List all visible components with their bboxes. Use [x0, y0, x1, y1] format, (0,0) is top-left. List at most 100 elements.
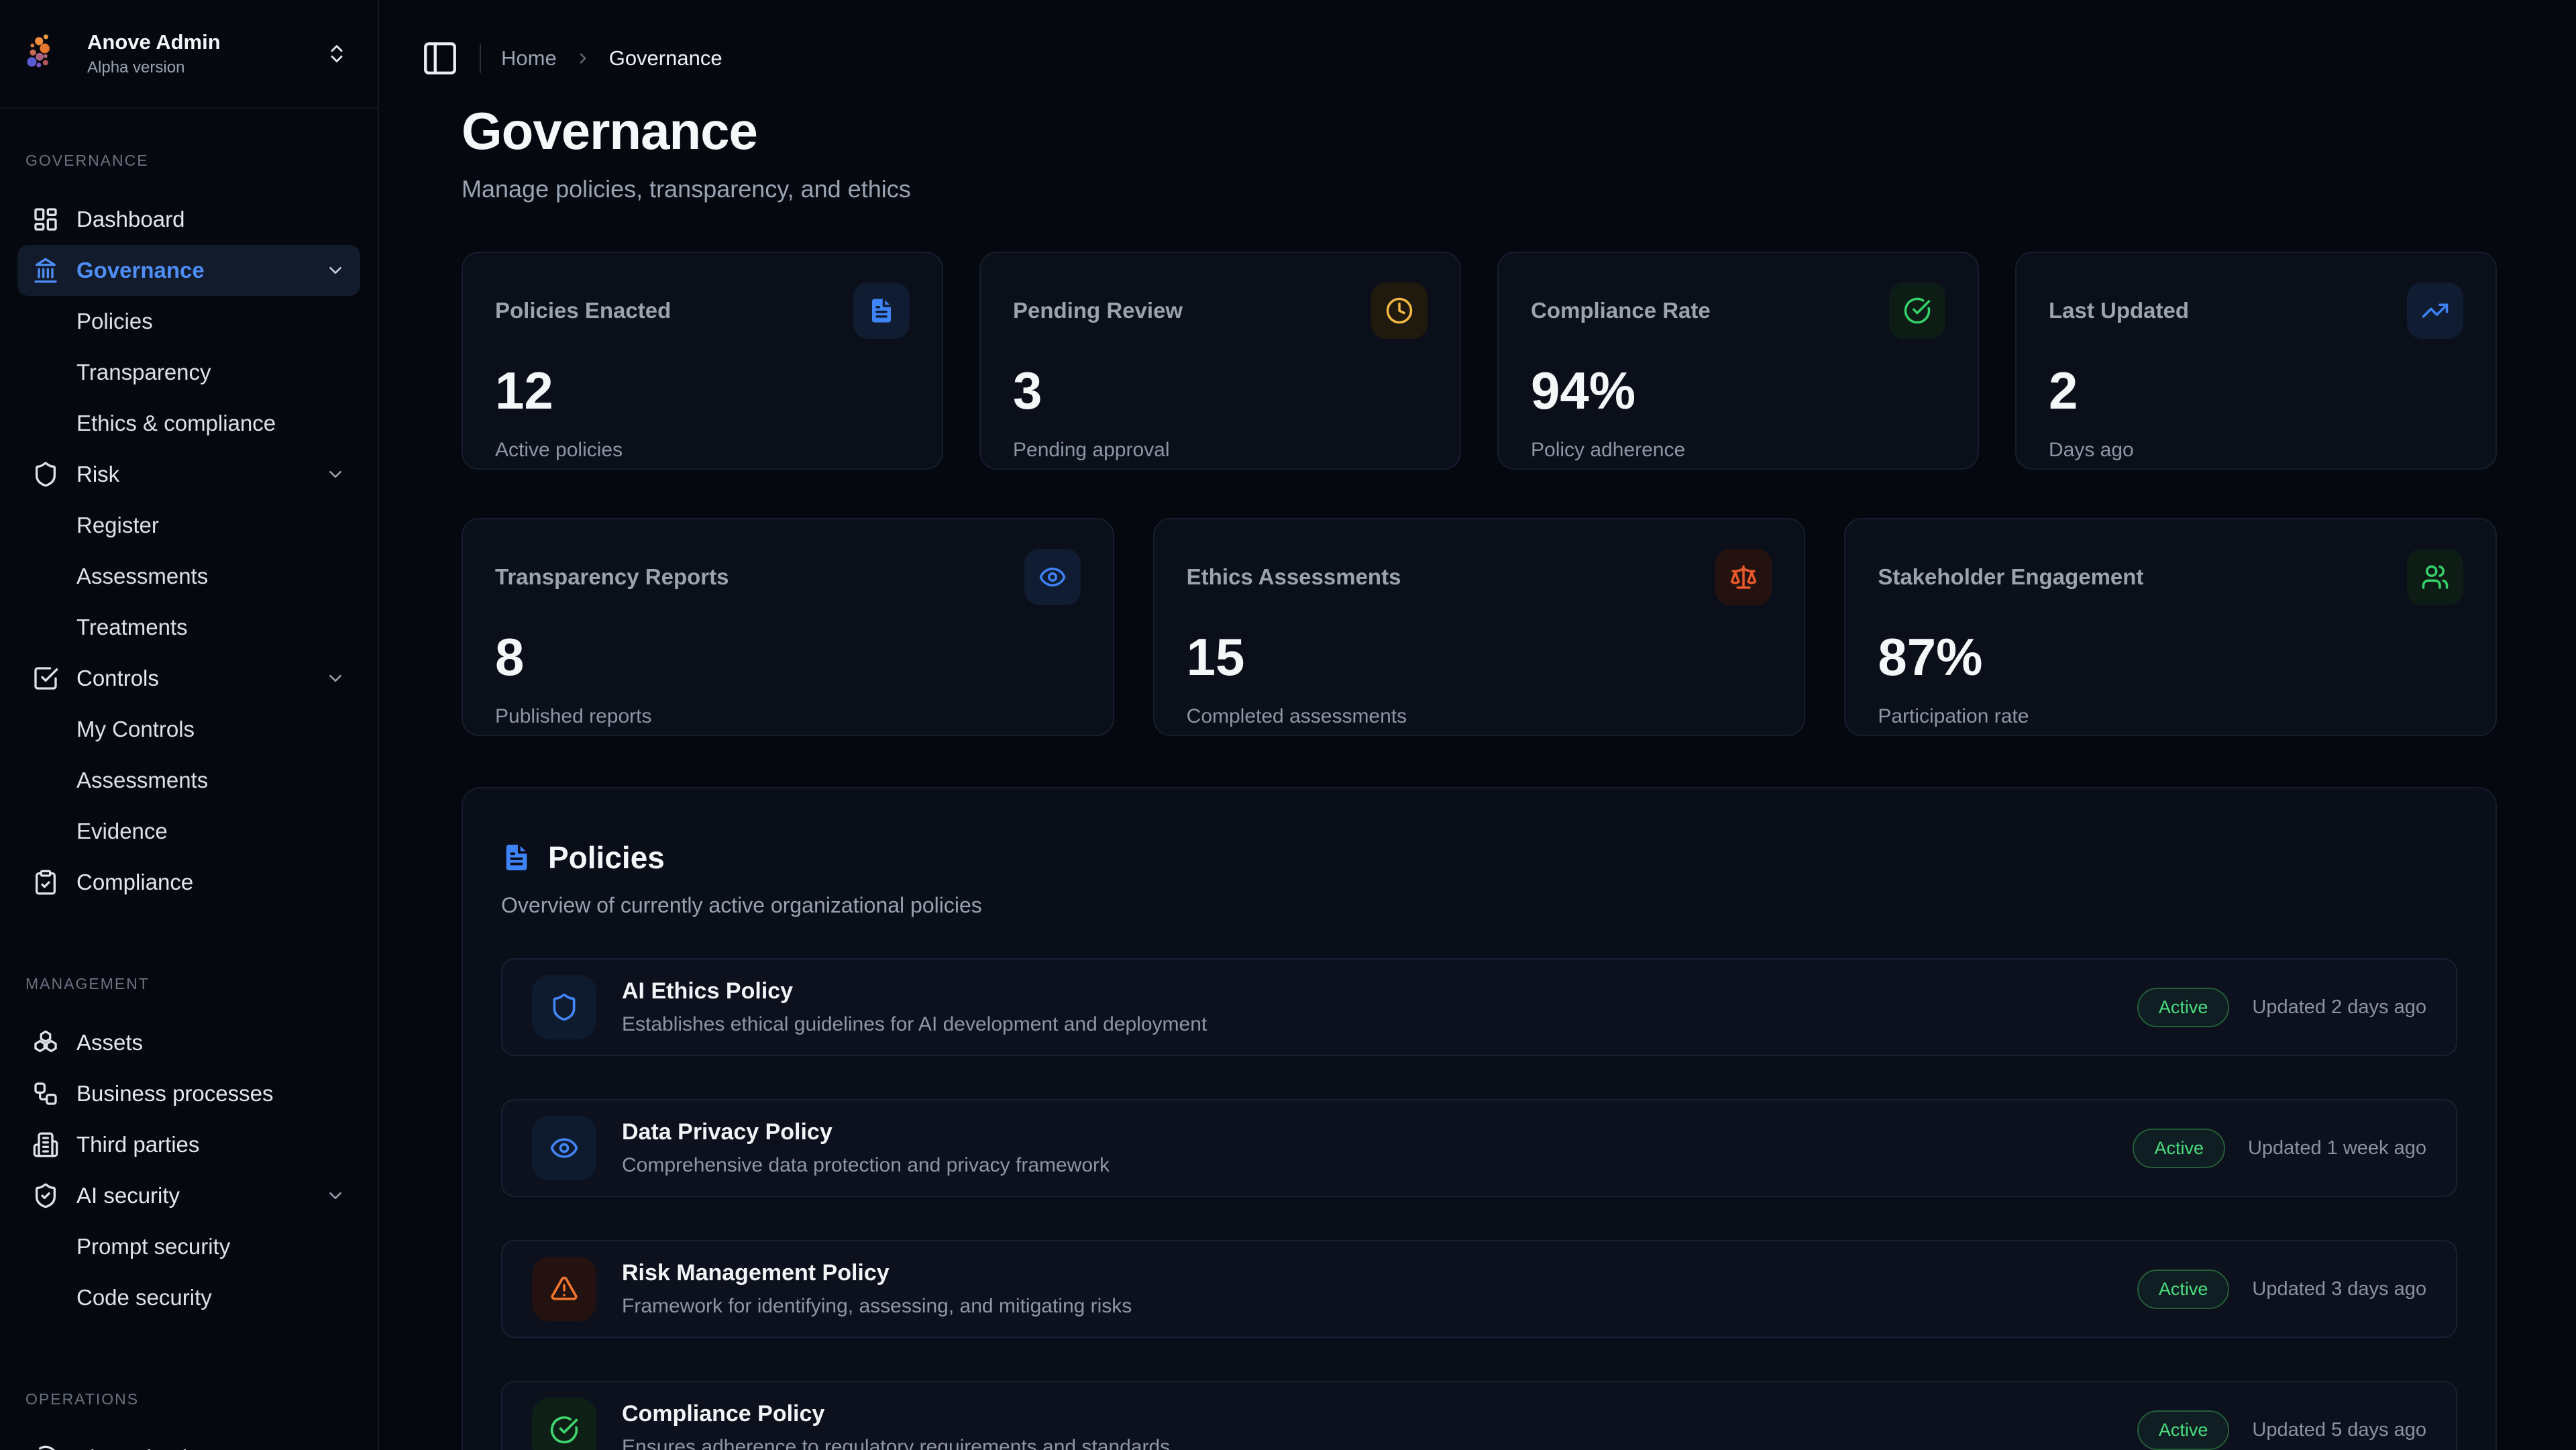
brand-title: Anove Admin — [87, 30, 221, 54]
stat-title: Compliance Rate — [1531, 298, 1711, 323]
sidebar-item-prompt-security[interactable]: Prompt security — [17, 1221, 360, 1272]
sidebar-item-third-parties[interactable]: Third parties — [17, 1119, 360, 1170]
sidebar: Anove Admin Alpha version GOVERNANCE Das… — [0, 0, 379, 1450]
stat-caption: Active policies — [495, 439, 623, 461]
main-content: Home Governance Governance Manage polici… — [379, 0, 2576, 1450]
policy-row-risk-management[interactable]: Risk Management Policy Framework for ide… — [501, 1240, 2457, 1338]
sidebar-item-ethics-compliance[interactable]: Ethics & compliance — [17, 398, 360, 449]
breadcrumb-home-link[interactable]: Home — [501, 46, 557, 70]
sidebar-item-dashboard[interactable]: Dashboard — [17, 194, 360, 245]
page-title: Governance — [462, 101, 758, 160]
sidebar-subitem-label: Assessments — [76, 767, 209, 792]
sidebar-item-assets[interactable]: Assets — [17, 1017, 360, 1068]
stat-title: Pending Review — [1013, 298, 1183, 323]
stat-card-compliance-rate: Compliance Rate 94% Policy adherence — [1497, 252, 1979, 470]
status-badge: Active — [2137, 1269, 2230, 1309]
eye-icon — [1024, 549, 1081, 605]
chevrons-up-down-icon — [325, 42, 348, 65]
sidebar-item-risk-assessments[interactable]: Assessments — [17, 551, 360, 602]
sidebar-item-label: AI security — [76, 1182, 180, 1208]
sidebar-item-register[interactable]: Register — [17, 500, 360, 551]
scale-icon — [1715, 549, 1772, 605]
page-body: Governance Manage policies, transparency… — [379, 78, 2576, 1450]
stat-card-last-updated: Last Updated 2 Days ago — [2015, 252, 2497, 470]
dashboard-grid-icon — [32, 206, 59, 233]
policy-name: Compliance Policy — [622, 1401, 825, 1427]
policy-updated: Updated 5 days ago — [2252, 1418, 2426, 1441]
stat-title: Policies Enacted — [495, 298, 672, 323]
sidebar-item-evidence[interactable]: Evidence — [17, 806, 360, 857]
breadcrumb: Home Governance — [501, 46, 722, 70]
brand-subtitle: Alpha version — [87, 58, 185, 76]
sidebar-item-risk[interactable]: Risk — [17, 449, 360, 500]
policy-description: Establishes ethical guidelines for AI de… — [622, 1013, 1208, 1035]
sidebar-item-code-security[interactable]: Code security — [17, 1272, 360, 1323]
topbar: Home Governance — [379, 0, 2576, 78]
trending-up-icon — [2407, 282, 2463, 339]
section-label-management: MANAGEMENT — [25, 974, 150, 992]
square-check-icon — [32, 665, 59, 692]
sidebar-subitem-label: Prompt security — [76, 1233, 231, 1259]
sidebar-item-label: Controls — [76, 665, 159, 690]
policies-panel: Policies Overview of currently active or… — [462, 787, 2497, 1450]
sidebar-item-label: Dashboard — [76, 206, 185, 231]
sidebar-item-transparency[interactable]: Transparency — [17, 347, 360, 398]
page-subtitle: Manage policies, transparency, and ethic… — [462, 175, 911, 203]
metric-card-stakeholder-engagement: Stakeholder Engagement 87% Participation… — [1844, 518, 2497, 736]
breadcrumb-current: Governance — [608, 46, 722, 70]
chevron-down-icon — [325, 668, 345, 688]
sidebar-item-label: Third parties — [76, 1131, 200, 1157]
sidebar-item-governance[interactable]: Governance — [17, 244, 360, 296]
policy-description: Comprehensive data protection and privac… — [622, 1154, 1110, 1176]
sidebar-item-business-processes[interactable]: Business processes — [17, 1068, 360, 1119]
sidebar-item-controls-assessments[interactable]: Assessments — [17, 755, 360, 806]
policy-name: AI Ethics Policy — [622, 978, 794, 1004]
policy-row-data-privacy[interactable]: Data Privacy Policy Comprehensive data p… — [501, 1099, 2457, 1197]
stat-value: 3 — [1013, 361, 1042, 420]
chevron-down-icon — [325, 464, 345, 484]
workflow-icon — [32, 1080, 59, 1107]
section-label-governance: GOVERNANCE — [25, 151, 149, 169]
sidebar-subitem-label: Transparency — [76, 359, 211, 384]
sidebar-subitem-label: My Controls — [76, 716, 195, 741]
workspace-switcher[interactable]: Anove Admin Alpha version — [0, 0, 378, 109]
sidebar-item-label: Compliance — [76, 869, 194, 894]
sidebar-item-policies[interactable]: Policies — [17, 296, 360, 347]
landmark-icon — [32, 257, 59, 284]
metric-caption: Completed assessments — [1186, 705, 1407, 727]
sidebar-item-compliance[interactable]: Compliance — [17, 857, 360, 908]
metric-card-transparency-reports: Transparency Reports 8 Published reports — [462, 518, 1114, 736]
metric-caption: Published reports — [495, 705, 652, 727]
stat-caption: Days ago — [2049, 439, 2134, 461]
section-label-operations: OPERATIONS — [25, 1390, 140, 1408]
sidebar-toggle-button[interactable] — [421, 39, 460, 78]
metric-caption: Participation rate — [1878, 705, 2029, 727]
policy-row-compliance[interactable]: Compliance Policy Ensures adherence to r… — [501, 1381, 2457, 1450]
file-text-icon — [853, 282, 910, 339]
stat-value: 2 — [2049, 361, 2078, 420]
sidebar-item-threat-intel[interactable]: Threat intel — [17, 1433, 360, 1450]
sidebar-item-my-controls[interactable]: My Controls — [17, 704, 360, 755]
sidebar-item-label: Assets — [76, 1029, 144, 1055]
sidebar-subitem-label: Assessments — [76, 563, 209, 588]
anove-logo-icon — [27, 34, 50, 68]
metric-value: 87% — [1878, 627, 1983, 686]
policy-row-ai-ethics[interactable]: AI Ethics Policy Establishes ethical gui… — [501, 958, 2457, 1056]
circle-check-icon — [532, 1398, 596, 1450]
sidebar-subitem-label: Code security — [76, 1284, 212, 1310]
sidebar-item-controls[interactable]: Controls — [17, 653, 360, 704]
shield-check-icon — [32, 1182, 59, 1209]
stat-value: 12 — [495, 361, 553, 420]
building-icon — [32, 1131, 59, 1158]
circle-check-icon — [1889, 282, 1945, 339]
eye-icon — [532, 1116, 596, 1180]
sidebar-item-treatments[interactable]: Treatments — [17, 602, 360, 653]
users-icon — [2407, 549, 2463, 605]
chevron-right-icon — [574, 50, 592, 67]
stat-title: Last Updated — [2049, 298, 2190, 323]
policy-updated: Updated 1 week ago — [2247, 1137, 2426, 1159]
status-badge: Active — [2137, 987, 2230, 1027]
sidebar-item-ai-security[interactable]: AI security — [17, 1170, 360, 1221]
policy-description: Framework for identifying, assessing, an… — [622, 1295, 1132, 1317]
